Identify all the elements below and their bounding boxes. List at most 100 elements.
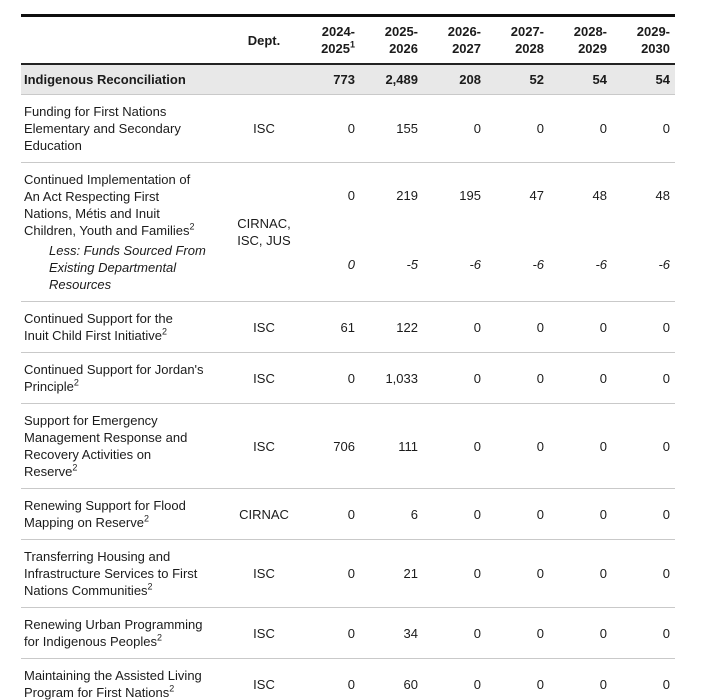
value-cell: 0 — [347, 625, 355, 641]
value-cell: 6 — [410, 506, 418, 522]
program-name: Support for Emergency Management Respons… — [24, 413, 188, 479]
year-label: 2029- 2030 — [636, 24, 670, 56]
program-cell: Continued Support for the Inuit Child Fi… — [21, 302, 231, 353]
less-value: -6 — [532, 257, 544, 272]
dept-cell: ISC — [231, 302, 297, 353]
value-cell: 48 -6 — [612, 163, 675, 302]
value-cell: 0 — [662, 676, 670, 692]
dept-name: CIRNAC, ISC, JUS — [237, 216, 291, 248]
value-cell: 34 — [403, 625, 418, 641]
value-cell: 0 — [347, 121, 355, 136]
program-value: 48 — [655, 188, 670, 203]
program-cell: Renewing Urban Programming for Indigenou… — [21, 608, 231, 659]
value-cell: 0 — [599, 319, 607, 335]
dept-name: ISC — [253, 625, 275, 641]
value-cell: 0 — [536, 506, 544, 522]
footnote-ref: 2 — [73, 377, 79, 388]
value-cell: 2,489 — [385, 72, 418, 87]
value-cell: 0 — [599, 370, 607, 386]
dept-cell: ISC — [231, 404, 297, 489]
dept-name: ISC — [253, 566, 275, 581]
col-dept: Dept. — [231, 15, 297, 65]
col-year-2025-2026: 2025- 2026 — [360, 15, 423, 65]
value-cell: 54 — [655, 72, 670, 87]
value-cell: 0 — [536, 676, 544, 692]
less-value: -6 — [595, 257, 607, 272]
program-cell: Renewing Support for Flood Mapping on Re… — [21, 489, 231, 540]
table-row: Continued Support for the Inuit Child Fi… — [21, 302, 675, 353]
value-cell: 0 — [473, 506, 481, 522]
less-value: -5 — [406, 257, 418, 272]
year-label: 2025- 2026 — [384, 24, 418, 56]
footnote-ref: 2 — [156, 632, 162, 643]
value-cell: 195 -6 — [423, 163, 486, 302]
program-name: Continued Support for Jordan's Principle — [24, 362, 204, 394]
program-name: Funding for First Nations Elementary and… — [24, 104, 181, 153]
year-label: 2026- 2027 — [447, 24, 481, 56]
value-cell: 0 — [662, 438, 670, 454]
value-cell: 61 — [340, 319, 355, 335]
value-cell: 0 — [473, 370, 481, 386]
value-cell: 0 — [536, 319, 544, 335]
program-value: 47 — [529, 188, 544, 203]
value-cell: 0 — [599, 625, 607, 641]
footnote-ref: 2 — [143, 513, 149, 524]
col-year-2029-2030: 2029- 2030 — [612, 15, 675, 65]
program-name-block: Continued Implementation of An Act Respe… — [24, 171, 223, 239]
table-row: Transferring Housing and Infrastructure … — [21, 540, 675, 608]
program-cell: Continued Implementation of An Act Respe… — [21, 163, 231, 302]
col-year-2027-2028: 2027- 2028 — [486, 15, 549, 65]
value-cell: 0 — [599, 676, 607, 692]
program-value: 195 — [459, 188, 481, 203]
value-cell: 0 — [473, 566, 481, 581]
col-year-2028-2029: 2028- 2029 — [549, 15, 612, 65]
year-label: 2028- 2029 — [573, 24, 607, 56]
value-cell: 0 — [662, 566, 670, 581]
dept-cell: ISC — [231, 608, 297, 659]
program-cell: Maintaining the Assisted Living Program … — [21, 659, 231, 700]
col-year-2026-2027: 2026- 2027 — [423, 15, 486, 65]
program-value: 219 — [396, 188, 418, 203]
footnote-ref: 2 — [147, 581, 153, 592]
value-cell: 0 — [473, 676, 481, 692]
section-row-indigenous-reconciliation: Indigenous Reconciliation 773 2,489 208 … — [21, 64, 675, 95]
year-label: 2027- 2028 — [510, 24, 544, 56]
value-cell: 0 0 — [297, 163, 360, 302]
funding-table: Dept. 2024- 20251 2025- 2026 2026- 2027 … — [21, 14, 675, 700]
program-name: Continued Implementation of An Act Respe… — [24, 172, 191, 238]
value-cell: 0 — [536, 438, 544, 454]
value-cell: 47 -6 — [486, 163, 549, 302]
header-row: Dept. 2024- 20251 2025- 2026 2026- 2027 … — [21, 15, 675, 65]
value-cell: 0 — [347, 506, 355, 522]
footnote-ref: 2 — [169, 683, 175, 694]
value-cell: 219 -5 — [360, 163, 423, 302]
value-cell: 0 — [347, 676, 355, 692]
program-cell: Continued Support for Jordan's Principle… — [21, 353, 231, 404]
program-name: Maintaining the Assisted Living Program … — [24, 668, 202, 700]
program-cell: Support for Emergency Management Respons… — [21, 404, 231, 489]
value-cell: 0 — [599, 566, 607, 581]
footnote-ref: 2 — [162, 326, 168, 337]
less-value: -6 — [469, 257, 481, 272]
value-cell: 52 — [529, 72, 544, 87]
value-cell: 706 — [333, 438, 355, 454]
program-name: Continued Support for the Inuit Child Fi… — [24, 311, 173, 343]
value-cell: 0 — [473, 625, 481, 641]
value-cell: 0 — [536, 121, 544, 136]
dept-cell: CIRNAC — [231, 489, 297, 540]
dept-name: ISC — [253, 319, 275, 335]
value-cell: 155 — [396, 121, 418, 136]
dept-cell: ISC — [231, 95, 297, 163]
value-cell: 0 — [662, 319, 670, 335]
dept-name: ISC — [253, 438, 275, 454]
program-cell: Transferring Housing and Infrastructure … — [21, 540, 231, 608]
value-cell: 0 — [662, 625, 670, 641]
value-cell: 0 — [662, 506, 670, 522]
value-cell: 21 — [403, 566, 418, 581]
section-label: Indigenous Reconciliation — [24, 72, 186, 87]
value-cell: 0 — [662, 121, 670, 136]
dept-cell: ISC — [231, 659, 297, 700]
year-label: 2024- 2025 — [321, 24, 355, 56]
dept-name: ISC — [253, 370, 275, 386]
program-value: 48 — [592, 188, 607, 203]
